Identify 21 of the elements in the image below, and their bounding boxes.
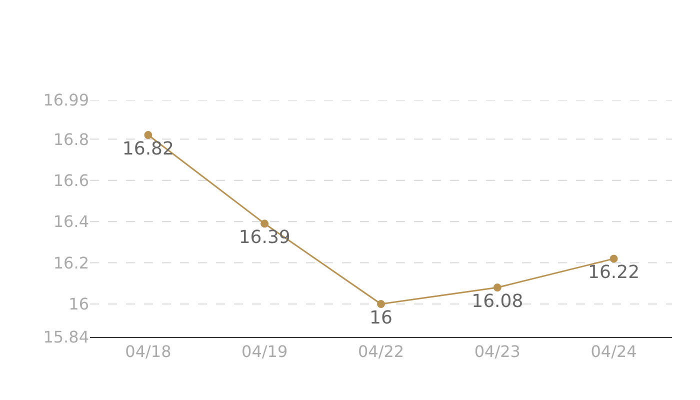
point xyxy=(260,220,269,228)
point xyxy=(493,284,502,292)
x-tick-label: 04/19 xyxy=(242,342,288,362)
data-label: 16 xyxy=(370,308,392,329)
y-tick-label: 16.6 xyxy=(53,170,89,190)
point xyxy=(144,131,152,140)
y-tick-label: 16 xyxy=(68,294,89,314)
data-label: 16.22 xyxy=(588,262,640,284)
y-tick-label: 16.99 xyxy=(43,90,89,110)
y-tick-label: 15.84 xyxy=(43,328,89,347)
x-tick-label: 04/23 xyxy=(474,342,520,362)
point xyxy=(610,254,618,263)
y-tick-label: 16.4 xyxy=(53,212,89,232)
x-tick-label: 04/22 xyxy=(358,342,404,362)
x-tick-label: 04/24 xyxy=(590,342,637,362)
y-tick-label: 16.2 xyxy=(53,253,89,272)
data-label: 16.08 xyxy=(472,291,524,312)
y-tick-label: 16.8 xyxy=(53,130,89,149)
x-tick-label: 04/18 xyxy=(125,342,172,362)
data-label: 16.39 xyxy=(238,227,290,248)
point xyxy=(377,300,385,308)
